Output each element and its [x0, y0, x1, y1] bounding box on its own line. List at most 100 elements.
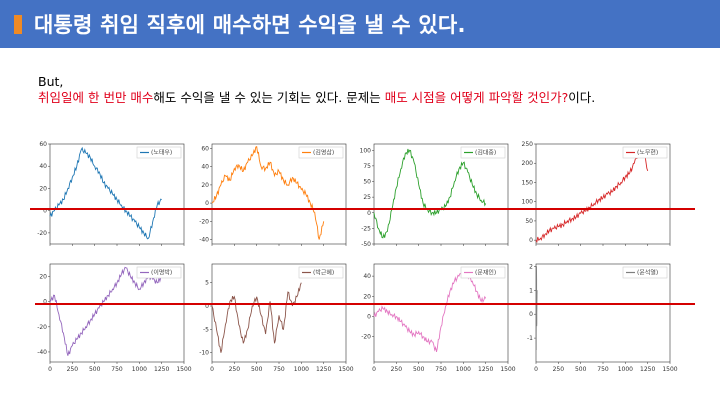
x-tick-label: 1250 [316, 366, 331, 373]
y-tick-label: 1 [529, 287, 533, 294]
y-tick-label: -25 [361, 225, 371, 232]
legend-label: (김영삼) [313, 149, 334, 157]
x-tick-label: 1000 [132, 366, 147, 373]
x-tick-label: 0 [534, 366, 538, 373]
legend-label: (윤석열) [637, 269, 658, 277]
y-tick-label: 0 [43, 299, 47, 306]
chart-panel-yoon-sukyeol: -1 0 1 2 0 250 500 750 1000 1250 1500 (윤석열) [516, 260, 678, 378]
legend-label: (노태우) [151, 149, 172, 157]
chart-roh-moohyun: 0 50 100 150 200 250 (노무현) [522, 141, 671, 246]
x-tick-label: 1500 [176, 366, 191, 373]
x-tick-label: 750 [597, 366, 609, 373]
plot-frame [373, 263, 509, 363]
x-tick-label: 750 [273, 366, 285, 373]
chart-yoon-sukyeol: -1 0 1 2 0 250 500 750 1000 1250 1500 (윤석열) [527, 263, 678, 373]
chart-panel-kim-daejung: -50 -25 0 25 50 75 100 (김대중) [354, 140, 514, 250]
plot-frame [49, 263, 185, 363]
chart-kim-daejung: -50 -25 0 25 50 75 100 (김대중) [360, 143, 509, 248]
legend-label: (이명박) [151, 269, 172, 277]
chart-lee-myungbak: -40 -20 0 20 0 250 500 750 1000 1250 1500 (이명박) [37, 263, 192, 373]
page-title: 대통령 취임 직후에 매수하면 수익을 낼 수 있다. [34, 13, 466, 37]
y-tick-label: -1 [527, 335, 533, 342]
plot-frame [373, 143, 509, 245]
series-line [211, 146, 325, 240]
x-tick-label: 1250 [154, 366, 169, 373]
legend-box [298, 146, 344, 159]
x-tick-label: 500 [413, 366, 425, 373]
y-tick-label: 20 [39, 274, 47, 281]
plot-frame [535, 263, 671, 363]
y-tick-label: 0 [205, 200, 209, 207]
y-tick-label: 0 [367, 314, 371, 321]
x-tick-label: 1500 [662, 366, 677, 373]
x-tick-label: 1250 [478, 366, 493, 373]
y-tick-label: 40 [39, 163, 47, 170]
series-line [49, 146, 162, 240]
x-tick-label: 500 [89, 366, 101, 373]
y-tick-label: 40 [363, 273, 371, 280]
y-tick-label: 0 [529, 237, 533, 244]
y-tick-label: 25 [363, 194, 371, 201]
chart-panel-lee-myungbak: -40 -20 0 20 0 250 500 750 1000 1250 1500 (이명박) [30, 260, 192, 378]
x-tick-label: 500 [575, 366, 587, 373]
series-line [373, 148, 487, 239]
y-tick-label: -20 [199, 218, 209, 225]
y-tick-label: 50 [363, 179, 371, 186]
x-tick-label: 0 [48, 366, 52, 373]
legend-box [136, 146, 182, 159]
plot-frame [49, 143, 185, 245]
chart-roh-taewoo: -20 0 20 40 60 (노태우) [37, 141, 185, 246]
y-tick-label: 60 [201, 146, 209, 153]
legend-box [136, 266, 182, 279]
title-accent-mark [14, 15, 22, 34]
series-line [535, 266, 538, 351]
intro-line-1: But, [38, 74, 64, 89]
y-tick-label: 250 [522, 141, 534, 148]
y-tick-label: -5 [203, 326, 209, 333]
y-tick-label: 20 [201, 182, 209, 189]
x-tick-label: 1000 [618, 366, 633, 373]
intro-segment: 이다. [568, 90, 596, 105]
legend-box [298, 266, 344, 279]
chart-park-geunhye: -10 -5 0 5 0 250 500 750 1000 1250 1500 (박근혜) [199, 263, 354, 373]
y-tick-label: 60 [39, 141, 47, 148]
intro-segment: 취임일에 한 번만 매수 [38, 90, 154, 105]
chart-moon-jaein: -20 0 20 40 0 250 500 750 1000 1250 1500 (문재인) [361, 263, 516, 373]
y-tick-label: 0 [367, 210, 371, 217]
y-tick-label: 20 [363, 293, 371, 300]
legend-box [460, 146, 506, 159]
y-tick-label: 200 [522, 160, 534, 167]
y-tick-label: -50 [361, 241, 371, 248]
y-tick-label: -40 [37, 349, 47, 356]
x-tick-label: 1000 [294, 366, 309, 373]
x-tick-label: 1250 [640, 366, 655, 373]
chart-panel-kim-youngsam: -40 -20 0 20 40 60 (김영삼) [192, 140, 352, 250]
x-tick-label: 500 [251, 366, 263, 373]
chart-panel-roh-moohyun: 0 50 100 150 200 250 (노무현) [516, 140, 676, 250]
plot-frame [211, 263, 347, 363]
y-tick-label: 0 [529, 311, 533, 318]
y-tick-label: 150 [522, 179, 534, 186]
y-tick-label: -20 [37, 230, 47, 237]
y-tick-label: 100 [360, 147, 372, 154]
zero-reference-line-bottom [35, 303, 695, 305]
x-tick-label: 750 [111, 366, 123, 373]
series-line [49, 266, 162, 356]
y-tick-label: -10 [199, 350, 209, 357]
plot-frame [535, 143, 671, 245]
y-tick-label: 50 [525, 218, 533, 225]
y-tick-label: 75 [363, 163, 371, 170]
x-tick-label: 750 [435, 366, 447, 373]
y-tick-label: 0 [205, 303, 209, 310]
y-tick-label: 0 [43, 208, 47, 215]
chart-panel-roh-taewoo: -20 0 20 40 60 (노태우) [30, 140, 190, 250]
x-tick-label: 1500 [338, 366, 353, 373]
y-tick-label: 40 [201, 164, 209, 171]
y-tick-label: 5 [205, 280, 209, 287]
chart-kim-youngsam: -40 -20 0 20 40 60 (김영삼) [199, 143, 347, 246]
legend-box [460, 266, 506, 279]
legend-label: (문재인) [475, 269, 496, 277]
x-tick-label: 0 [372, 366, 376, 373]
zero-reference-line-top [30, 208, 695, 210]
chart-panel-moon-jaein: -20 0 20 40 0 250 500 750 1000 1250 1500 (문재인) [354, 260, 516, 378]
